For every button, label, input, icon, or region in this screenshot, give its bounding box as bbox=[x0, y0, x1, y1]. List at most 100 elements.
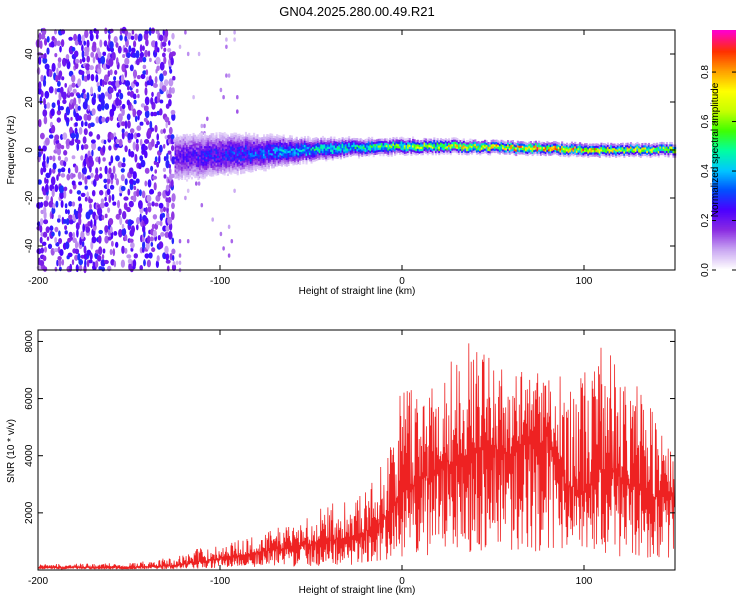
spectrogram-cell bbox=[140, 103, 145, 108]
spectrogram-cell bbox=[525, 142, 528, 145]
spectrogram-cell bbox=[433, 146, 436, 149]
spectrogram-cell bbox=[215, 147, 218, 150]
spectrogram-cell bbox=[629, 148, 632, 151]
spectrogram-cell bbox=[179, 170, 182, 173]
spectrogram-cell bbox=[405, 140, 408, 143]
spectrogram-cell bbox=[271, 157, 274, 160]
spectrogram-cell bbox=[213, 165, 216, 168]
spectrogram-cell bbox=[269, 150, 272, 153]
spectrogram-cell bbox=[369, 137, 372, 141]
spectrogram-cell bbox=[174, 148, 177, 151]
spectrogram-cell bbox=[176, 173, 179, 176]
spectrogram-cell bbox=[326, 140, 329, 143]
spectrogram-cell bbox=[485, 140, 488, 143]
colorbar-segment bbox=[712, 242, 736, 245]
spectrogram-cell bbox=[302, 144, 305, 147]
spectrogram-cell bbox=[443, 143, 446, 147]
spectrogram-cell bbox=[410, 149, 413, 152]
spectrogram-cell bbox=[181, 173, 184, 176]
spectrogram-cell bbox=[629, 144, 632, 147]
spectrogram-cell bbox=[199, 148, 202, 151]
spectrogram-cell bbox=[387, 145, 390, 149]
spectrogram-cell bbox=[333, 147, 336, 150]
spectrogram-cell bbox=[225, 153, 228, 156]
spectrogram-cell bbox=[142, 240, 146, 250]
colorbar-segment bbox=[712, 248, 736, 251]
spectrogram-cell bbox=[187, 148, 190, 152]
spectrogram-cell bbox=[359, 138, 362, 141]
spectrogram-cell bbox=[552, 141, 555, 144]
spectrogram-cell bbox=[310, 152, 313, 155]
spectrogram-cell bbox=[226, 147, 229, 151]
x-tick-label: -100 bbox=[210, 276, 230, 287]
spectrogram-cell bbox=[261, 154, 264, 157]
spectrogram-cell bbox=[240, 161, 243, 164]
spectrogram-cell bbox=[521, 143, 524, 146]
spectrogram-cell bbox=[282, 160, 285, 163]
spectrogram-cell bbox=[42, 255, 47, 262]
spectrogram-cell bbox=[372, 139, 375, 143]
spectrogram-cell bbox=[559, 143, 562, 147]
colorbar-segment bbox=[712, 98, 736, 101]
spectrogram-cell bbox=[544, 143, 547, 146]
spectrogram-cell bbox=[170, 173, 176, 178]
spectrogram-cell bbox=[258, 158, 261, 162]
spectrogram-cell bbox=[205, 163, 208, 166]
spectrogram-cell bbox=[92, 56, 96, 64]
spectrogram-cell bbox=[194, 139, 197, 142]
spectrogram-cell bbox=[408, 148, 411, 152]
spectrogram-cell bbox=[271, 153, 274, 156]
spectrogram-cell bbox=[144, 167, 150, 174]
spectrogram-cell bbox=[548, 153, 551, 156]
spectrogram-cell bbox=[610, 145, 613, 148]
spectrogram-cell bbox=[595, 145, 598, 148]
spectrogram-cell bbox=[294, 144, 297, 148]
spectrogram-cell bbox=[343, 147, 346, 150]
spectrogram-cell bbox=[511, 146, 514, 149]
spectrogram-cell bbox=[423, 144, 426, 147]
spectrogram-cell bbox=[405, 144, 408, 148]
spectrogram-cell bbox=[165, 197, 169, 203]
spectrogram-cell bbox=[251, 137, 254, 140]
spectrogram-cell bbox=[189, 134, 192, 137]
spectrogram-cell bbox=[81, 241, 85, 247]
spectrogram-cell bbox=[403, 147, 406, 150]
spectrogram-cell bbox=[372, 146, 375, 149]
spectrogram-cell bbox=[449, 146, 452, 149]
spectrogram-cell bbox=[471, 143, 474, 146]
spectrogram-cell bbox=[165, 225, 170, 232]
spectrogram-cell bbox=[67, 252, 73, 258]
spectrogram-cell bbox=[200, 145, 203, 149]
spectrogram-cell bbox=[664, 146, 667, 149]
spectrogram-cell bbox=[177, 154, 180, 157]
spectrogram-cell bbox=[253, 147, 256, 151]
spectrogram-cell bbox=[641, 153, 644, 157]
spectrogram-cell bbox=[438, 152, 441, 156]
spectrogram-cell bbox=[190, 140, 193, 143]
spectrogram-cell bbox=[177, 177, 180, 181]
spectrogram-cell bbox=[184, 140, 187, 144]
spectrogram-cell bbox=[246, 166, 249, 170]
spectrogram-cell bbox=[226, 160, 229, 164]
spectrogram-cell bbox=[403, 140, 406, 144]
spectrogram-cell bbox=[69, 263, 73, 272]
spectrogram-cell bbox=[240, 167, 243, 170]
spectrogram-cell bbox=[277, 163, 280, 166]
spectrogram-cell bbox=[167, 134, 172, 139]
spectrogram-cell bbox=[253, 158, 256, 162]
colorbar-segment bbox=[712, 82, 736, 85]
spectrogram-cell bbox=[144, 110, 150, 119]
spectrogram-cell bbox=[372, 148, 375, 151]
spectrogram-cell bbox=[37, 179, 42, 185]
spectrogram-cell bbox=[246, 136, 249, 140]
spectrogram-cell bbox=[459, 148, 462, 152]
spectrogram-cell bbox=[238, 150, 241, 154]
spectrogram-cell bbox=[464, 148, 467, 151]
spectrogram-cell bbox=[652, 149, 655, 152]
spectrogram-cell bbox=[585, 149, 588, 152]
colorbar-segment bbox=[712, 100, 736, 103]
spectrogram-cell bbox=[338, 144, 341, 147]
spectrogram-cell bbox=[267, 164, 270, 168]
spectrogram-cell bbox=[74, 165, 79, 174]
spectrogram-cell bbox=[371, 136, 374, 140]
